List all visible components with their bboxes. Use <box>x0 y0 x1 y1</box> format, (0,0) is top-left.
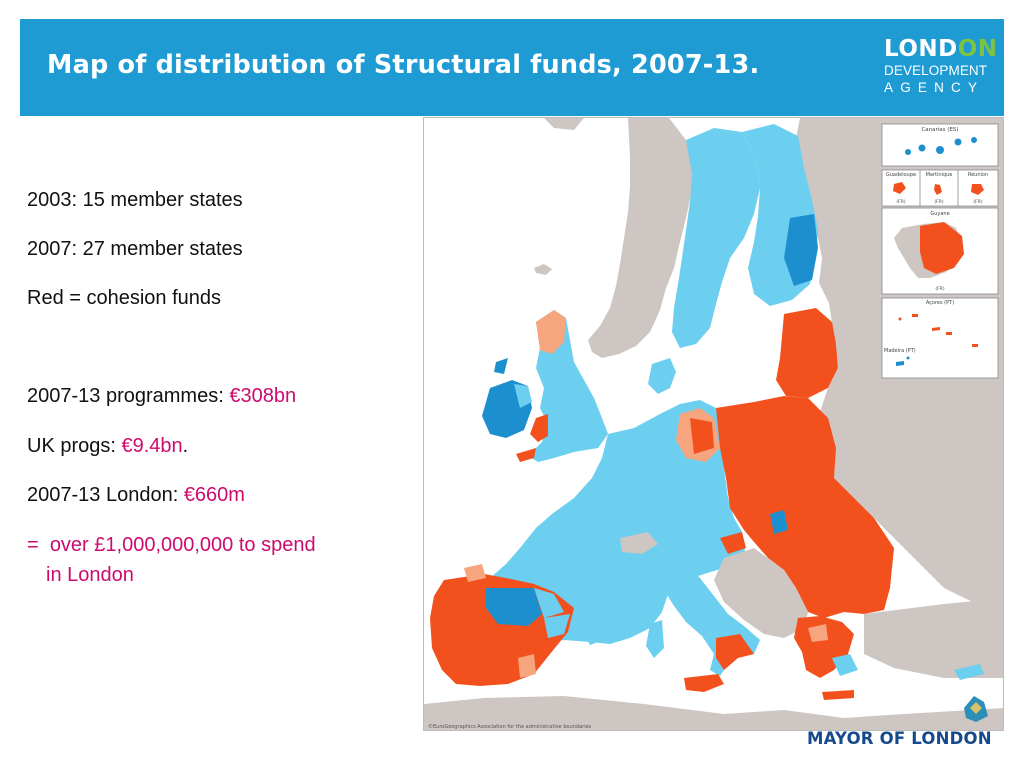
fact-member-states-2007: 2007: 27 member states <box>27 238 243 260</box>
sicily-shape <box>684 674 724 692</box>
inset-tag-martinique: (FR) <box>934 199 943 205</box>
inset-label-canarias: Canarias (ES) <box>921 127 958 133</box>
structural-funds-map: Canarias (ES) Guadeloupe Martinique Réun… <box>423 117 1004 731</box>
fact-red-legend: Red = cohesion funds <box>27 287 222 309</box>
title-banner: Map of distribution of Structural funds,… <box>20 19 1004 116</box>
fact-programmes-total: 2007-13 programmes: €308bn <box>27 384 296 408</box>
inset-label-guyane: Guyane <box>930 211 949 217</box>
inset-label-martinique: Martinique <box>926 172 953 178</box>
fact-label: 2007-13 London: <box>27 484 184 506</box>
norway-shape <box>588 118 694 358</box>
fact-label: UK progs: <box>27 435 122 457</box>
inset-tag-reunion: (FR) <box>973 199 982 205</box>
logo-line-2: DEVELOPMENT <box>884 63 988 78</box>
fact-label: 2007-13 programmes: <box>27 385 230 407</box>
map-copyright: ©EuroGeographics Association for the adm… <box>428 723 592 730</box>
mayor-of-london-logo: MAYOR OF LONDON <box>807 729 992 748</box>
fact-london-programmes: 2007-13 London: €660m <box>27 483 245 507</box>
fact-suffix: . <box>182 435 189 457</box>
fact-value: €660m <box>183 484 245 506</box>
logo-line-3: AGENCY <box>884 80 985 95</box>
fact-uk-programmes: UK progs: €9.4bn. <box>27 434 188 458</box>
inset-label-guadeloupe: Guadeloupe <box>886 172 916 178</box>
london-development-agency-logo: LONDON DEVELOPMENT AGENCY <box>862 36 997 98</box>
inset-label-reunion: Réunion <box>968 171 988 178</box>
summary-prefix: = <box>27 534 39 556</box>
western-europe-shape <box>484 400 746 644</box>
fact-value: €9.4bn <box>121 435 183 457</box>
europe-map-svg: Canarias (ES) Guadeloupe Martinique Réun… <box>424 118 1003 730</box>
fact-value: €308bn <box>229 385 297 407</box>
sweden-shape <box>672 128 760 348</box>
inset-label-acores: Açores (PT) <box>926 300 954 306</box>
inset-tag-guyane: (FR) <box>935 286 944 292</box>
fact-member-states-2003: 2003: 15 member states <box>27 189 243 211</box>
baltics-shape <box>776 308 838 398</box>
logo-line-1a: LOND <box>884 36 958 62</box>
inset-label-madeira: Madeira (PT) <box>884 348 916 354</box>
logo-line-1b: ON <box>957 36 998 62</box>
sardinia-shape <box>646 620 664 658</box>
eastern-eu-cohesion-shape <box>716 396 894 618</box>
slide-title: Map of distribution of Structural funds,… <box>47 50 760 80</box>
summary-statement: = over £1,000,000,000 to spend in London <box>27 530 316 590</box>
summary-line-1: over £1,000,000,000 to spend <box>49 534 316 556</box>
inset-tag-guadeloupe: (FR) <box>896 199 905 205</box>
denmark-shape <box>648 358 676 394</box>
summary-line-2: in London <box>46 564 134 586</box>
